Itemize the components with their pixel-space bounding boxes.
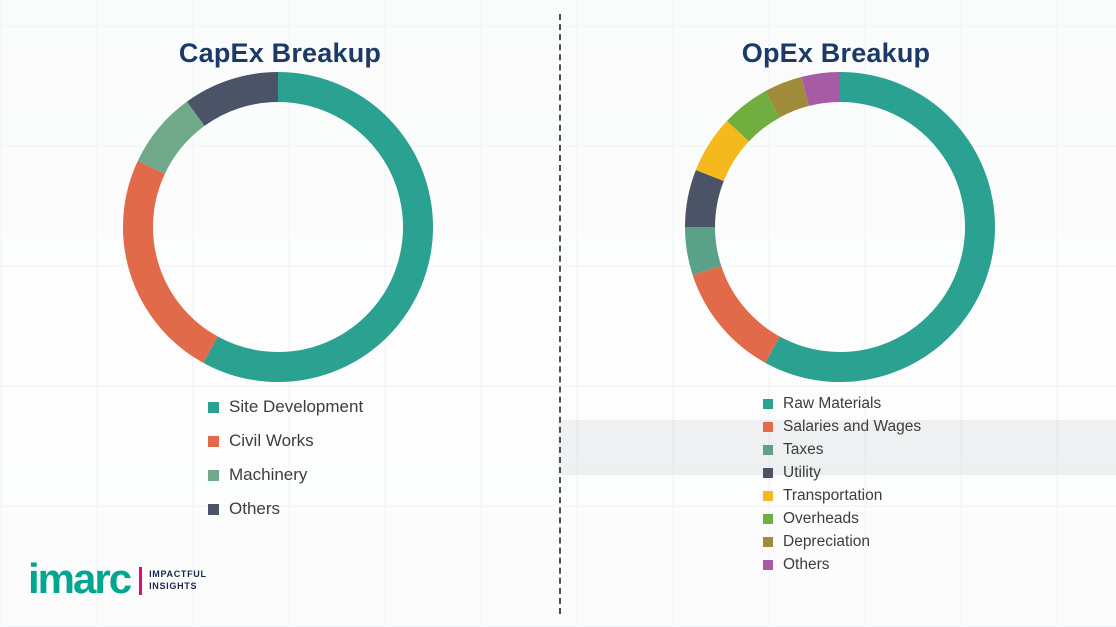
legend-item: Salaries and Wages [763,415,921,438]
capex-donut-chart [123,72,433,382]
legend-swatch [763,490,773,501]
donut-segment-taxes [685,226,722,275]
legend-swatch [763,444,773,455]
legend-swatch [208,503,219,515]
donut-segment-raw-materials [765,72,995,382]
legend-label: Machinery [229,465,308,484]
legend-swatch [208,469,219,481]
legend-swatch [763,559,773,570]
donut-segment-machinery [137,101,205,175]
opex-donut-chart [685,72,995,382]
imarc-logo-text: imarc [28,555,132,602]
donut-segment-utility [685,169,724,228]
donut-segment-others [801,72,841,107]
legend-item: Others [208,492,363,526]
capex-title: CapEx Breakup [178,38,382,69]
legend-swatch [208,435,219,447]
legend-swatch [763,536,773,547]
imarc-logo-tagline: IMPACTFUL INSIGHTS [149,569,207,592]
imarc-tagline-line2: INSIGHTS [149,581,198,591]
legend-label: Depreciation [783,532,871,550]
imarc-logo: imarc IMPACTFUL INSIGHTS [28,558,207,600]
legend-label: Salaries and Wages [783,417,922,435]
legend-item: Others [763,553,921,576]
legend-swatch [763,398,773,409]
legend-item: Overheads [763,507,921,530]
capex-legend: Site Development Civil Works Machinery Othe… [208,390,363,526]
legend-item: Depreciation [763,530,921,553]
donut-segment-site-development [203,72,433,382]
legend-label: Transportation [783,486,883,504]
donut-segment-civil-works [123,161,219,363]
legend-item: Machinery [208,458,363,492]
imarc-logo-accent-bar [139,567,143,595]
legend-swatch [208,401,219,413]
divider-dashed-line [559,14,561,614]
donut-segment-others [186,72,279,127]
imarc-tagline-line1: IMPACTFUL [149,569,207,580]
donut-segment-salaries-and-wages [692,265,781,363]
donut-segment-overheads [727,91,781,142]
legend-label: Taxes [783,440,824,458]
legend-label: Utility [783,463,821,481]
legend-label: Civil Works [229,431,314,450]
opex-legend: Raw Materials Salaries and Wages Taxes Util… [763,392,921,576]
legend-item: Site Development [208,390,363,424]
legend-label: Overheads [783,509,859,527]
legend-swatch [763,513,773,524]
legend-item: Transportation [763,484,921,507]
legend-label: Others [229,499,281,518]
legend-item: Raw Materials [763,392,921,415]
legend-item: Civil Works [208,424,363,458]
legend-label: Site Development [229,397,364,416]
donut-segment-transportation [695,120,750,182]
opex-title: OpEx Breakup [741,38,931,69]
legend-swatch [763,467,773,478]
legend-label: Raw Materials [783,394,882,412]
legend-item: Taxes [763,438,921,461]
donut-segment-depreciation [765,76,810,118]
legend-swatch [763,421,773,432]
legend-item: Utility [763,461,921,484]
legend-label: Others [783,555,830,573]
